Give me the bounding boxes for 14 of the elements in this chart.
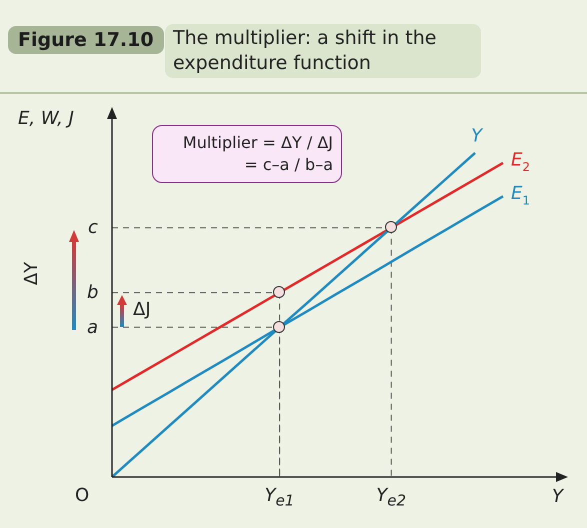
text: c — [88, 217, 98, 238]
text: Y$_{e2}$ — [376, 485, 406, 510]
text: a — [87, 316, 98, 338]
y-axis-title: E, W, J — [18, 108, 74, 129]
text: Y$_{e1}$ — [264, 485, 294, 510]
chart-title: Figure 17.10 — [8, 26, 164, 54]
annotation: ΔJ — [133, 299, 151, 320]
annotation: b — [87, 282, 98, 304]
series-label: Y — [471, 126, 484, 147]
text: ΔY — [21, 262, 42, 286]
annotation: Multiplier = ΔY / ΔJ = c–a / b–a — [152, 125, 342, 183]
x-axis-title: Y — [552, 486, 563, 507]
text: O — [75, 485, 90, 506]
chart-subtitle: The multiplier: a shift in the expenditure function — [165, 24, 481, 78]
